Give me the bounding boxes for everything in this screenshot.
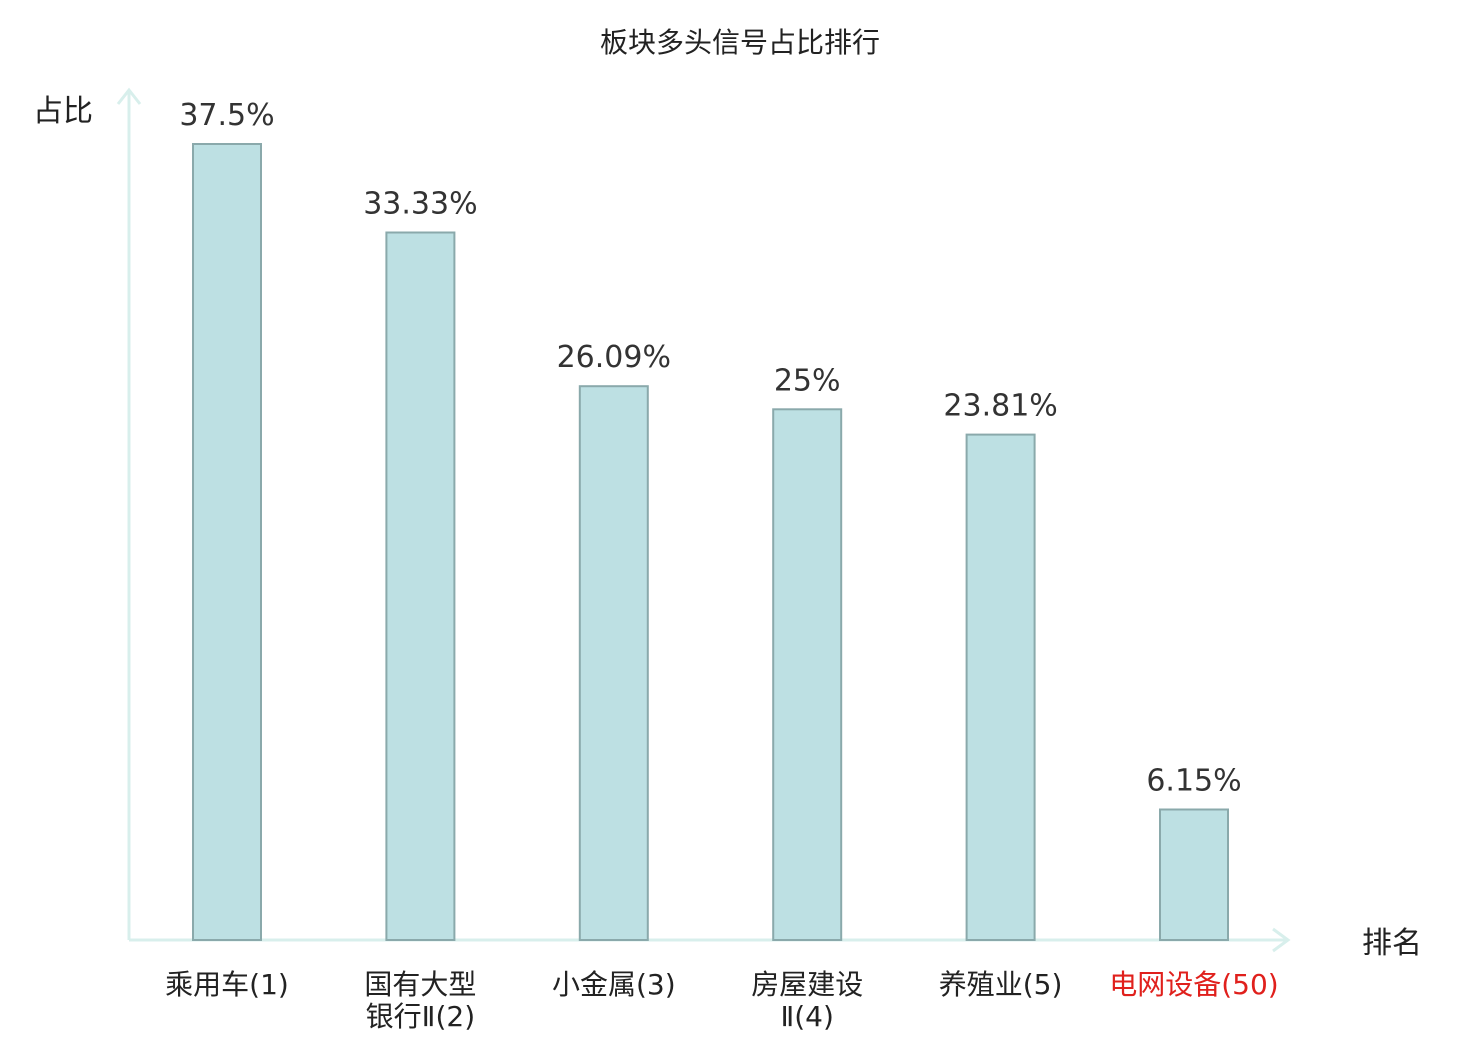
category-label-1: 乘用车(1) [165, 968, 289, 1001]
value-label-3: 26.09% [557, 340, 671, 375]
value-label-2: 33.33% [363, 187, 477, 222]
bar-4 [772, 408, 843, 941]
bar-3 [578, 385, 649, 941]
category-label-4-line-1: 房屋建设 [751, 968, 863, 1001]
chart-title: 板块多头信号占比排行 [600, 26, 880, 59]
bar-6 [1159, 808, 1229, 941]
bar-1 [192, 143, 262, 941]
bar-2 [385, 231, 456, 941]
value-labels: 37.5% 33.33% 26.09% 25% 23.81% 6.15% [179, 98, 1241, 799]
category-label-6: 电网设备(50) [1109, 968, 1278, 1001]
category-label-5: 养殖业(5) [939, 968, 1063, 1001]
y-axis [116, 87, 142, 940]
category-label-3: 小金属(3) [552, 968, 676, 1001]
category-label-2-line-1: 国有大型 [364, 968, 476, 1001]
value-label-4: 25% [774, 363, 841, 398]
category-label-2-line-2: 银行Ⅱ(2) [366, 1000, 475, 1033]
y-axis-label: 占比 [33, 94, 93, 129]
x-axis-label: 排名 [1362, 926, 1422, 961]
bars [192, 143, 1229, 941]
value-label-6: 6.15% [1146, 764, 1241, 799]
x-axis [129, 927, 1291, 953]
category-label-4-line-2: Ⅱ(4) [780, 1000, 833, 1033]
value-label-1: 37.5% [179, 98, 274, 133]
value-label-5: 23.81% [943, 389, 1057, 424]
bar-5 [965, 433, 1036, 941]
